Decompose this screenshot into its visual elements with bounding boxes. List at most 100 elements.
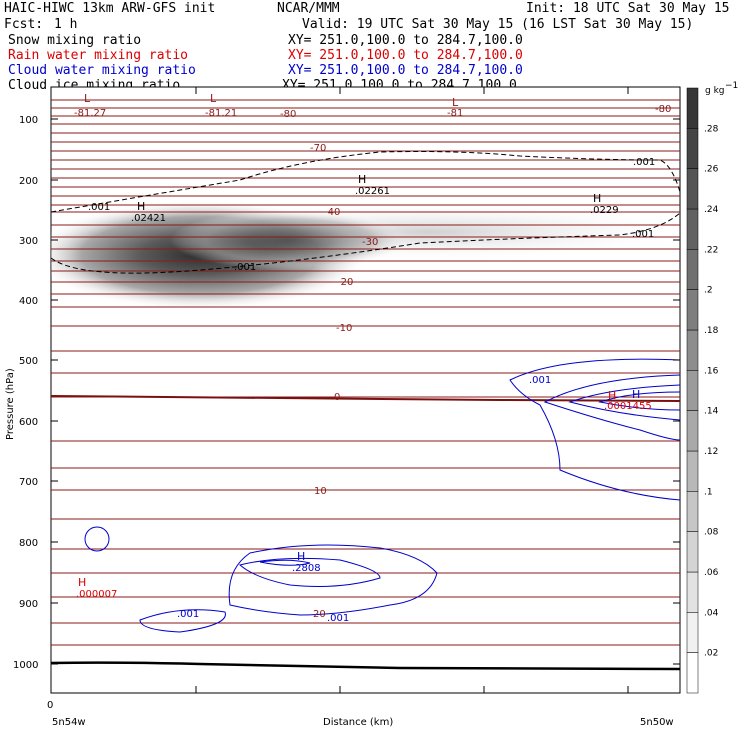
y-tick-label: 800 <box>19 538 38 549</box>
extremum-L: L <box>210 92 217 105</box>
freezing-level-contour <box>51 395 680 402</box>
cloud-water-contour <box>228 544 438 616</box>
cloud-ice-contour <box>51 151 680 213</box>
x-ticks <box>195 87 629 693</box>
y-ticks <box>51 118 680 665</box>
y-tick-label: 600 <box>19 417 38 428</box>
extremum-H: H <box>593 192 601 205</box>
cloud-water-contour <box>509 358 680 501</box>
colorbar-box <box>686 289 699 331</box>
x-axis-title: Distance (km) <box>323 717 393 728</box>
extremum-value: .2808 <box>292 563 321 574</box>
field-rain-xy: XY= 251.0,100.0 to 284.7,100.0 <box>288 48 523 63</box>
cloud-water-contour <box>598 391 680 411</box>
y-tick-label: 1000 <box>13 660 38 671</box>
y-tick-label: 900 <box>19 599 38 610</box>
org-title: NCAR/MMM <box>277 1 340 16</box>
temperature-labels: L L L -81.27 -81.21 -80 -81 -80 -70 -40 … <box>74 92 671 620</box>
cloud-water-contour <box>238 557 381 587</box>
colorbar-labels: .02 .04 .06 .08 .1 .12 .14 .16 .18 .2 .22 .24 .26 .28 <box>704 124 719 658</box>
contour-value-label: .001 <box>88 202 110 213</box>
cloud-water-contour <box>543 374 680 441</box>
colorbar-boxes <box>686 87 699 694</box>
colorbar-box <box>686 128 699 169</box>
contour-value-label: .001 <box>327 613 349 624</box>
extremum-L: L <box>84 92 91 105</box>
colorbar-tick-label: .02 <box>704 649 718 659</box>
colorbar-tick-label: .1 <box>704 487 713 497</box>
colorbar-box <box>686 208 699 250</box>
model-title: HAIC-HIWC 13km ARW-GFS init <box>4 1 216 16</box>
field-cloudwater-xy: XY= 251.0,100.0 to 284.7,100.0 <box>288 63 523 78</box>
extremum-H: H <box>632 388 640 401</box>
isotherm-label: -80 <box>280 109 296 120</box>
x-tick-label: 0 <box>47 700 53 711</box>
water-labels: H .0001455 H H .2808 H .000007 .001 .001… <box>76 375 652 624</box>
cloud-water-contour <box>568 384 680 421</box>
colorbar-box <box>686 370 699 411</box>
colorbar-tick-label: .2 <box>704 286 713 296</box>
contour-value-label: .001 <box>529 375 551 386</box>
colorbar-box <box>686 612 699 653</box>
y-tick-label: 400 <box>19 296 38 307</box>
extremum-H: H <box>137 200 145 213</box>
extremum-value: .000007 <box>76 589 117 600</box>
fcst-label: Fcst: <box>4 17 44 32</box>
y-tick-label: 200 <box>19 176 38 187</box>
ice-maxima-labels: H .02421 H .02261 H .0229 .001 .001 .001… <box>88 157 655 273</box>
colorbar-box <box>686 410 699 452</box>
colorbar-tick-label: .22 <box>704 245 718 255</box>
isotherm-label: -80 <box>655 104 671 115</box>
fcst-value: 1 h <box>54 17 78 32</box>
extremum-H: H <box>297 550 305 563</box>
x-start-label: 5n54w <box>52 717 86 728</box>
colorbar-tick-label: .14 <box>704 407 719 417</box>
extremum-H: H <box>78 576 86 589</box>
plot-content <box>51 99 680 671</box>
field-snow-xy: XY= 251.0,100.0 to 284.7,100.0 <box>288 33 523 48</box>
contour-value-label: .001 <box>633 157 655 168</box>
colorbar-box <box>686 491 699 532</box>
cloud-water-contour <box>259 559 311 566</box>
colorbar-tick-label: .26 <box>704 165 719 175</box>
isotherm-label: -81 <box>447 108 463 119</box>
y-axis: 100 200 300 400 500 600 700 800 900 1000… <box>5 115 680 671</box>
colorbar-box <box>686 329 699 371</box>
colorbar-tick-label: .12 <box>704 447 718 457</box>
cloud-water-contour <box>84 526 110 552</box>
colorbar-tick-label: .08 <box>704 528 719 538</box>
field-cloudwater-name: Cloud water mixing ratio <box>8 63 196 78</box>
isotherm-label: -30 <box>362 237 378 248</box>
colorbar-tick-label: .24 <box>704 205 719 215</box>
colorbar-unit: g kg <box>705 86 725 96</box>
extremum-value: .02261 <box>355 186 390 197</box>
colorbar-tick-label: .16 <box>704 366 719 376</box>
isotherm-label: 0 <box>334 392 340 403</box>
isotherm-label: 20 <box>313 609 326 620</box>
valid-time: Valid: 19 UTC Sat 30 May 15 (16 LST Sat … <box>302 17 694 32</box>
isotherm-label: -81.21 <box>205 108 237 119</box>
colorbar-box <box>686 652 699 694</box>
x-end-label: 5n50w <box>640 717 674 728</box>
cloud-water-contour <box>139 609 226 633</box>
y-tick-label: 300 <box>19 236 38 247</box>
contour-value-label: .001 <box>632 229 654 240</box>
field-rain-name: Rain water mixing ratio <box>8 48 189 63</box>
extremum-H: H <box>358 173 366 186</box>
contour-value-label: .001 <box>177 609 199 620</box>
temperature-contours <box>51 99 680 646</box>
y-tick-label: 500 <box>19 356 38 367</box>
contour-value-label: .001 <box>234 262 256 273</box>
extremum-L: L <box>452 96 459 109</box>
colorbar-box <box>686 87 699 129</box>
colorbar-tick-label: .18 <box>704 326 719 336</box>
colorbar-tick-label: .04 <box>704 608 719 618</box>
isotherm-label: -20 <box>337 277 353 288</box>
extremum-value: .02421 <box>131 213 166 224</box>
extremum-value: .0229 <box>590 205 619 216</box>
colorbar: g kg −1 .02 .04 .06 .08 .1 .12 .14 .16 .18 .2 .22.… <box>686 81 738 694</box>
init-time: Init: 18 UTC Sat 30 May 15 <box>526 1 730 16</box>
y-axis-title: Pressure (hPa) <box>5 368 16 440</box>
colorbar-box <box>686 450 699 492</box>
